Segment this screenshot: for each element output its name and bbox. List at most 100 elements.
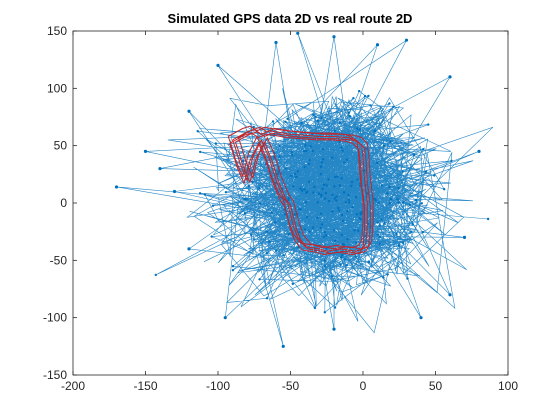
- gps-sample-point: [401, 170, 404, 173]
- gps-outlier-point: [216, 63, 220, 67]
- gps-sample-point: [388, 185, 391, 189]
- gps-sample-point: [486, 217, 490, 221]
- gps-sample-point: [354, 196, 358, 199]
- gps-sample-point: [340, 256, 343, 259]
- gps-sample-point: [321, 187, 324, 191]
- gps-sample-point: [421, 230, 425, 234]
- gps-sample-point: [307, 162, 311, 166]
- gps-sample-point: [382, 276, 385, 279]
- gps-sample-point: [382, 144, 386, 148]
- gps-sample-point: [325, 247, 328, 250]
- gps-sample-point: [321, 147, 325, 151]
- gps-sample-point: [383, 222, 386, 225]
- gps-sample-point: [299, 208, 302, 211]
- gps-sample-point: [327, 178, 330, 181]
- gps-sample-point: [203, 193, 207, 196]
- series-layer: [114, 31, 494, 348]
- gps-sample-point: [319, 165, 323, 168]
- gps-sample-point: [340, 177, 343, 180]
- gps-sample-point: [340, 233, 343, 236]
- gps-sample-point: [323, 197, 327, 200]
- x-tick-label: 50: [429, 379, 443, 393]
- gps-sample-point: [351, 206, 354, 209]
- gps-sample-point: [304, 144, 307, 147]
- gps-sample-point: [320, 116, 323, 120]
- gps-sample-point: [333, 229, 336, 232]
- gps-outlier-point: [158, 167, 162, 171]
- real-route-line: [229, 132, 365, 256]
- gps-outlier-point: [187, 109, 191, 113]
- gps-sample-point: [316, 201, 319, 204]
- gps-sample-point: [312, 113, 315, 117]
- gps-sample-point: [397, 187, 400, 190]
- gps-sample-point: [247, 184, 250, 188]
- gps-sample-point: [350, 180, 354, 184]
- gps-sample-point: [335, 199, 338, 202]
- gps-sample-point: [360, 211, 363, 214]
- gps-sample-point: [275, 249, 278, 252]
- gps-outlier-point: [172, 189, 177, 194]
- gps-sample-point: [243, 212, 247, 215]
- gps-sample-point: [373, 197, 376, 201]
- y-tick-label: 0: [60, 196, 67, 210]
- gps-sample-point: [284, 120, 287, 124]
- gps-outlier-point: [114, 185, 119, 189]
- gps-sample-point: [274, 221, 277, 224]
- gps-sample-point: [376, 221, 379, 224]
- gps-sample-point: [388, 102, 391, 105]
- gps-sample-point: [268, 240, 271, 243]
- gps-sample-point: [340, 213, 344, 217]
- gps-sample-point: [344, 258, 347, 261]
- gps-sample-point: [343, 243, 346, 247]
- gps-sample-point: [376, 233, 379, 236]
- gps-sample-point: [265, 297, 269, 300]
- gps-sample-point: [352, 97, 355, 100]
- gps-sample-point: [333, 175, 337, 179]
- gps-sample-point: [313, 306, 316, 309]
- gps-sample-point: [287, 198, 290, 202]
- gps-sample-point: [406, 277, 409, 280]
- gps-sample-point: [303, 228, 306, 231]
- gps-sample-point: [402, 241, 405, 245]
- gps-sample-point: [308, 230, 311, 233]
- gps-sample-point: [397, 244, 401, 247]
- gps-sample-point: [341, 219, 345, 223]
- gps-sample-point: [265, 230, 268, 233]
- gps-sample-point: [320, 193, 323, 196]
- gps-outlier-point: [274, 40, 278, 45]
- gps-sample-point: [243, 197, 246, 201]
- gps-sample-point: [347, 193, 350, 197]
- gps-sample-point: [331, 210, 334, 213]
- gps-sample-point: [333, 185, 336, 188]
- gps-outlier-point: [419, 316, 423, 320]
- gps-sample-point: [317, 192, 321, 195]
- gps-sample-point: [316, 216, 319, 220]
- gps-sample-point: [355, 213, 359, 216]
- gps-sample-point: [251, 180, 254, 183]
- gps-sample-point: [339, 263, 342, 266]
- gps-sample-point: [325, 184, 328, 187]
- gps-sample-point: [286, 117, 289, 121]
- gps-sample-point: [443, 188, 446, 191]
- gps-sample-point: [367, 260, 371, 264]
- gps-sample-point: [323, 311, 326, 314]
- gps-sample-point: [343, 161, 346, 164]
- gps-sample-point: [311, 149, 314, 153]
- gps-sample-point: [331, 156, 334, 159]
- y-tick-label: -50: [50, 253, 68, 267]
- gps-sample-point: [378, 242, 381, 245]
- gps-sample-point: [378, 224, 381, 227]
- gps-sample-point: [353, 229, 356, 232]
- gps-sample-point: [323, 231, 326, 234]
- gps-sample-point: [291, 153, 294, 157]
- gps-sample-point: [320, 212, 323, 215]
- gps-sample-point: [358, 89, 361, 93]
- gps-sample-point: [305, 216, 309, 219]
- gps-sample-point: [338, 184, 341, 187]
- gps-sample-point: [311, 226, 315, 229]
- gps-sample-point: [427, 123, 430, 126]
- y-tick-label: 100: [47, 81, 67, 95]
- gps-sample-point: [358, 128, 361, 131]
- gps-sample-point: [271, 120, 275, 123]
- gps-sample-point: [295, 175, 298, 179]
